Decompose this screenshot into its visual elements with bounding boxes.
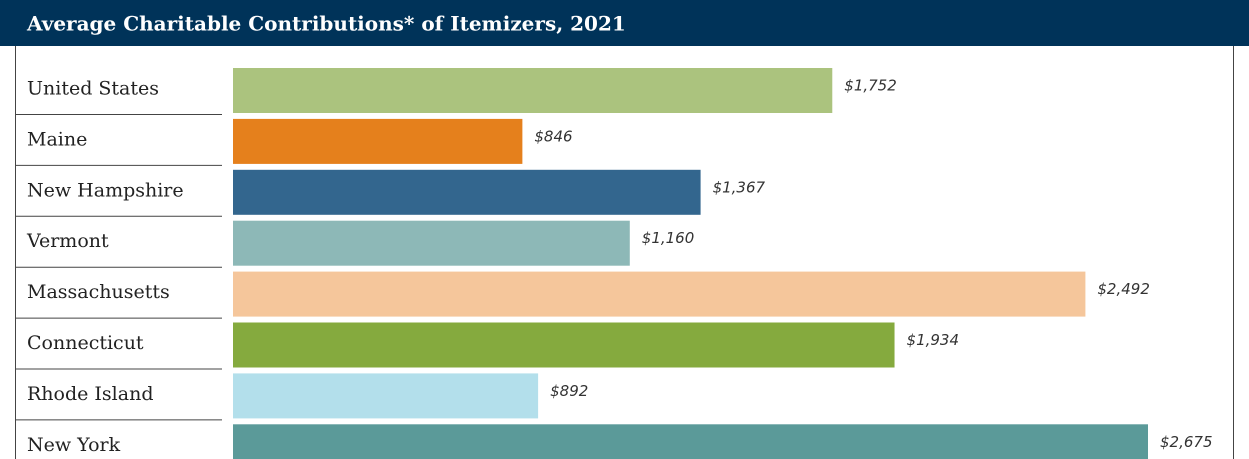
value-label: $1,367: [713, 178, 766, 196]
category-label: Massachusetts: [27, 281, 170, 303]
bar: [233, 118, 523, 164]
value-label: $1,160: [642, 229, 695, 247]
bar: [233, 373, 539, 419]
bar: [233, 271, 1086, 317]
category-label: United States: [27, 78, 159, 100]
value-label: $2,675: [1160, 433, 1213, 451]
header-band: [0, 0, 1249, 46]
category-label: Vermont: [26, 230, 109, 252]
category-label: Maine: [27, 128, 87, 150]
bar: [233, 322, 895, 368]
value-label: $2,492: [1097, 280, 1150, 298]
category-label: Connecticut: [27, 332, 144, 354]
value-label: $1,934: [907, 331, 960, 349]
bar: [233, 220, 630, 266]
category-label: New York: [27, 434, 121, 456]
chart-title: Average Charitable Contributions* of Ite…: [26, 12, 626, 36]
bar: [233, 424, 1148, 459]
category-label: New Hampshire: [27, 179, 184, 201]
category-label: Rhode Island: [27, 383, 154, 405]
value-label: $892: [550, 382, 588, 400]
bar: [233, 169, 701, 215]
value-label: $1,752: [844, 77, 897, 95]
value-label: $846: [534, 127, 572, 145]
bar: [233, 68, 833, 113]
